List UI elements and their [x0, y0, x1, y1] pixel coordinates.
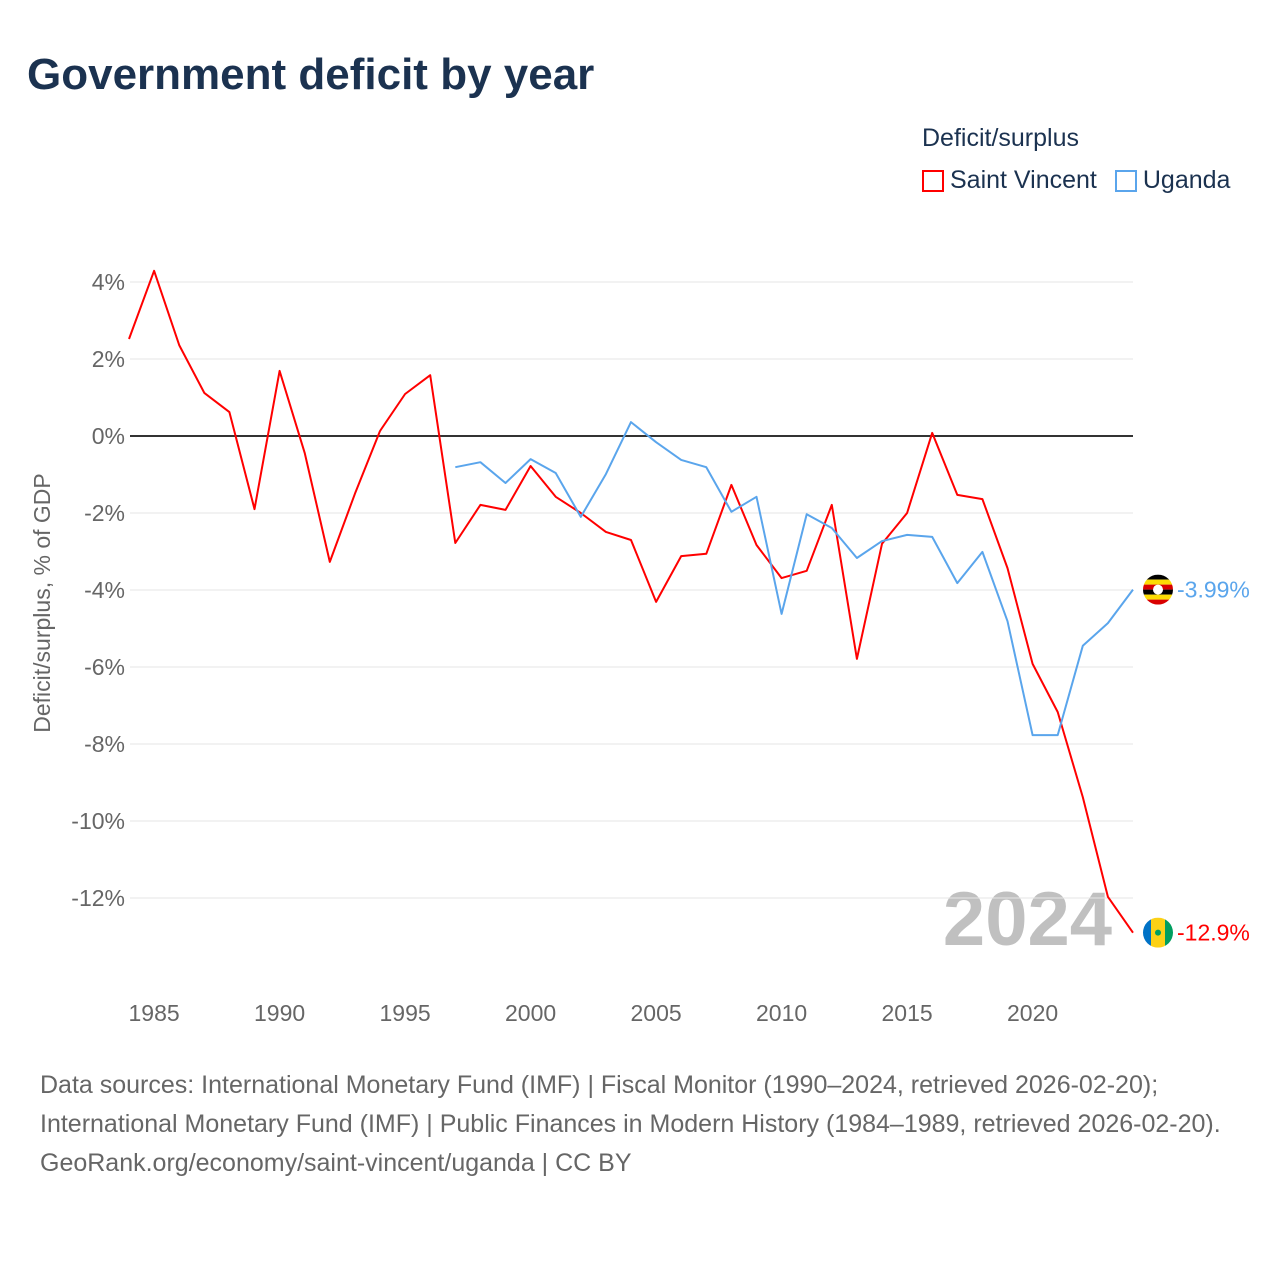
end-value-label: -3.99% — [1177, 577, 1250, 603]
y-tick-label: -8% — [84, 731, 125, 757]
x-tick-label: 2015 — [882, 1000, 933, 1026]
x-tick-label: 2005 — [631, 1000, 682, 1026]
x-tick-label: 1985 — [129, 1000, 180, 1026]
series-line-uganda — [455, 421, 1134, 737]
legend-item-uganda[interactable]: Uganda — [1114, 166, 1231, 195]
legend-title: Deficit/surplus — [922, 124, 1079, 152]
flag-saint-vincent-icon — [1143, 917, 1173, 948]
x-tick-label: 1990 — [254, 1000, 305, 1026]
legend-label: Saint Vincent — [950, 166, 1097, 194]
x-tick-label: 1995 — [380, 1000, 431, 1026]
legend-swatch — [922, 169, 944, 192]
legend-swatch — [1114, 169, 1137, 192]
y-tick-label: -2% — [84, 500, 125, 526]
data-sources: Data sources: International Monetary Fun… — [40, 1071, 1221, 1138]
footer: Data sources: International Monetary Fun… — [40, 1066, 1240, 1183]
series-line-saint-vincent — [128, 269, 1134, 934]
y-tick-label: -4% — [84, 577, 125, 603]
flag-uganda-icon — [1143, 574, 1173, 605]
line-chart: 2024 4% 2% 0% -2% -4% -6% -8% -10% -12% 1985 1990 19… — [29, 269, 1250, 1026]
credit-link[interactable]: GeoRank.org/economy/saint-vincent/uganda… — [40, 1149, 632, 1177]
x-tick-label: 2020 — [1007, 1000, 1058, 1026]
y-tick-label: 4% — [92, 269, 125, 295]
chart-title: Government deficit by year — [27, 50, 595, 99]
y-tick-label: -6% — [84, 654, 125, 680]
y-tick-label: -10% — [71, 808, 125, 834]
end-value-label: -12.9% — [1177, 920, 1250, 946]
year-watermark: 2024 — [943, 877, 1112, 962]
x-tick-label: 2010 — [756, 1000, 807, 1026]
y-tick-label: 0% — [92, 423, 125, 449]
y-tick-label: -12% — [71, 885, 125, 911]
legend-item-saint-vincent[interactable]: Saint Vincent — [922, 166, 1097, 195]
x-tick-label: 2000 — [505, 1000, 556, 1026]
y-tick-label: 2% — [92, 346, 125, 372]
y-axis-label: Deficit/surplus, % of GDP — [29, 473, 55, 732]
legend: Saint Vincent Uganda — [922, 166, 1230, 195]
legend-label: Uganda — [1142, 166, 1231, 194]
